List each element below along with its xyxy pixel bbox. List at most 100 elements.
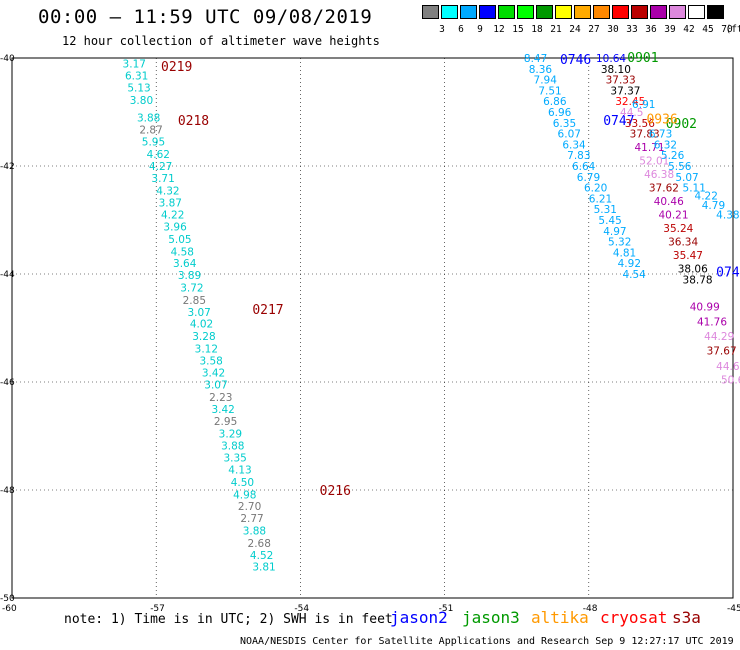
wave-height-value: 7.94	[534, 75, 558, 87]
wave-height-value: 5.05	[168, 234, 191, 246]
wave-height-value: 44.5	[620, 107, 643, 119]
color-swatch	[612, 5, 629, 19]
wave-height-value: 4.79	[702, 200, 725, 212]
x-tick-label: -48	[583, 604, 598, 614]
pass-time-label: 0746	[560, 53, 591, 68]
color-swatch	[574, 5, 591, 19]
color-scale-tick: 12	[493, 24, 505, 35]
color-scale-tick: 36	[645, 24, 657, 35]
x-tick-label: -51	[439, 604, 454, 614]
color-swatch	[460, 5, 477, 19]
wave-height-value: 6.64	[572, 161, 596, 173]
chart-title: 00:00 – 11:59 UTC 09/08/2019	[38, 6, 373, 28]
y-tick-label: -48	[0, 486, 15, 496]
wave-height-value: 2.85	[183, 295, 206, 307]
wave-height-value: 5.95	[142, 137, 165, 149]
wave-height-value: 37.33	[606, 75, 636, 87]
wave-height-value: 37.62	[649, 183, 679, 195]
footnote: note: 1) Time is in UTC; 2) SWH is in fe…	[64, 612, 393, 627]
color-scale-tick: 3	[439, 24, 445, 35]
wave-height-value: 41.76	[697, 317, 727, 329]
wave-height-value: 5.32	[608, 237, 631, 249]
pass-time-label: 0216	[320, 484, 351, 499]
wave-height-value: 5.45	[598, 215, 621, 227]
color-scale-tick: 39	[664, 24, 676, 35]
plot-frame	[11, 57, 734, 599]
wave-height-value: 52.01	[639, 156, 669, 168]
wave-height-value: 3.96	[163, 221, 187, 233]
wave-height-value: 3.42	[202, 367, 225, 379]
wave-height-value: 5.31	[594, 204, 617, 216]
wave-height-value: 5.07	[675, 172, 698, 184]
wave-height-value: 36.34	[668, 237, 698, 249]
pass-time-label: 0217	[252, 303, 283, 318]
x-tick-label: -57	[150, 604, 165, 614]
data-layer: 3.176.315.133.803.882.875.954.624.273.71…	[123, 51, 740, 574]
wave-height-value: 6.96	[548, 107, 572, 119]
wave-height-value: 4.27	[149, 161, 172, 173]
wave-height-value: 41.71	[634, 142, 664, 154]
wave-height-value: 3.88	[137, 112, 160, 124]
wave-height-value: 3.81	[252, 562, 275, 574]
wave-height-value: 40.46	[654, 196, 684, 208]
color-scale-tick: 45	[702, 24, 714, 35]
wave-height-value: 44.29	[704, 331, 734, 343]
wave-height-value: 6.73	[649, 129, 672, 141]
wave-height-value: 4.02	[190, 319, 213, 331]
color-scale-tick: 21	[550, 24, 562, 35]
wave-height-value: 10.64	[596, 53, 626, 65]
wave-height-value: 6.21	[589, 193, 612, 205]
wave-height-value: 3.17	[123, 58, 146, 70]
wave-height-value: 4.62	[147, 149, 170, 161]
wave-height-value: 7.83	[567, 150, 590, 162]
wave-height-value: 3.64	[173, 258, 197, 270]
wave-height-value: 4.58	[171, 246, 194, 258]
wave-height-value: 40.99	[690, 301, 720, 313]
wave-height-value: 4.32	[156, 185, 179, 197]
wave-height-value: 4.38	[716, 210, 739, 222]
wave-height-value: 44.66	[716, 361, 740, 373]
color-scale-tick: 70	[721, 24, 733, 35]
color-scale-tick: 33	[626, 24, 638, 35]
pass-time-label: 0902	[666, 117, 697, 132]
wave-height-value: 6.31	[125, 70, 148, 82]
color-scale-tick: 18	[531, 24, 543, 35]
wave-height-value: 38.06	[678, 264, 708, 276]
wave-height-value: 4.97	[603, 226, 626, 238]
pass-time-label: 0219	[161, 60, 192, 75]
wave-height-value: 3.71	[151, 173, 174, 185]
wave-height-value: 2.68	[248, 538, 271, 550]
wave-height-value: 37.67	[707, 346, 737, 358]
wave-height-value: 2.87	[139, 124, 162, 136]
wave-height-value: 38.78	[683, 274, 713, 286]
wave-height-value: 2.23	[209, 392, 232, 404]
credit-line: NOAA/NESDIS Center for Satellite Applica…	[240, 636, 734, 647]
color-swatch	[536, 5, 553, 19]
wave-height-value: 3.29	[219, 428, 242, 440]
color-swatch	[422, 5, 439, 19]
color-swatch	[688, 5, 705, 19]
wave-height-value: 6.07	[558, 129, 581, 141]
wave-height-value: 40.21	[658, 210, 688, 222]
wave-height-value: 2.77	[240, 513, 263, 525]
wave-height-value: 6.91	[632, 99, 655, 111]
color-swatch	[707, 5, 724, 19]
wave-height-value: 3.88	[221, 441, 244, 453]
wave-height-value: 5.11	[683, 183, 706, 195]
wave-height-value: 5.13	[127, 83, 150, 95]
color-swatch	[517, 5, 534, 19]
y-tick-label: -50	[0, 594, 15, 604]
wave-height-value: 35.24	[663, 223, 693, 235]
wave-height-value: 37.37	[610, 85, 640, 97]
wave-height-value: 2.95	[214, 416, 237, 428]
color-swatch	[441, 5, 458, 19]
color-scale-tick: 30	[607, 24, 619, 35]
wave-height-value: 6.35	[553, 118, 576, 130]
wave-height-value: 3.07	[187, 307, 210, 319]
wave-height-value: 3.89	[178, 270, 201, 282]
color-swatch	[555, 5, 572, 19]
wave-height-value: 8.36	[529, 64, 553, 76]
wave-height-value: 8.47	[524, 53, 547, 65]
wave-height-value: 37.83	[630, 129, 660, 141]
